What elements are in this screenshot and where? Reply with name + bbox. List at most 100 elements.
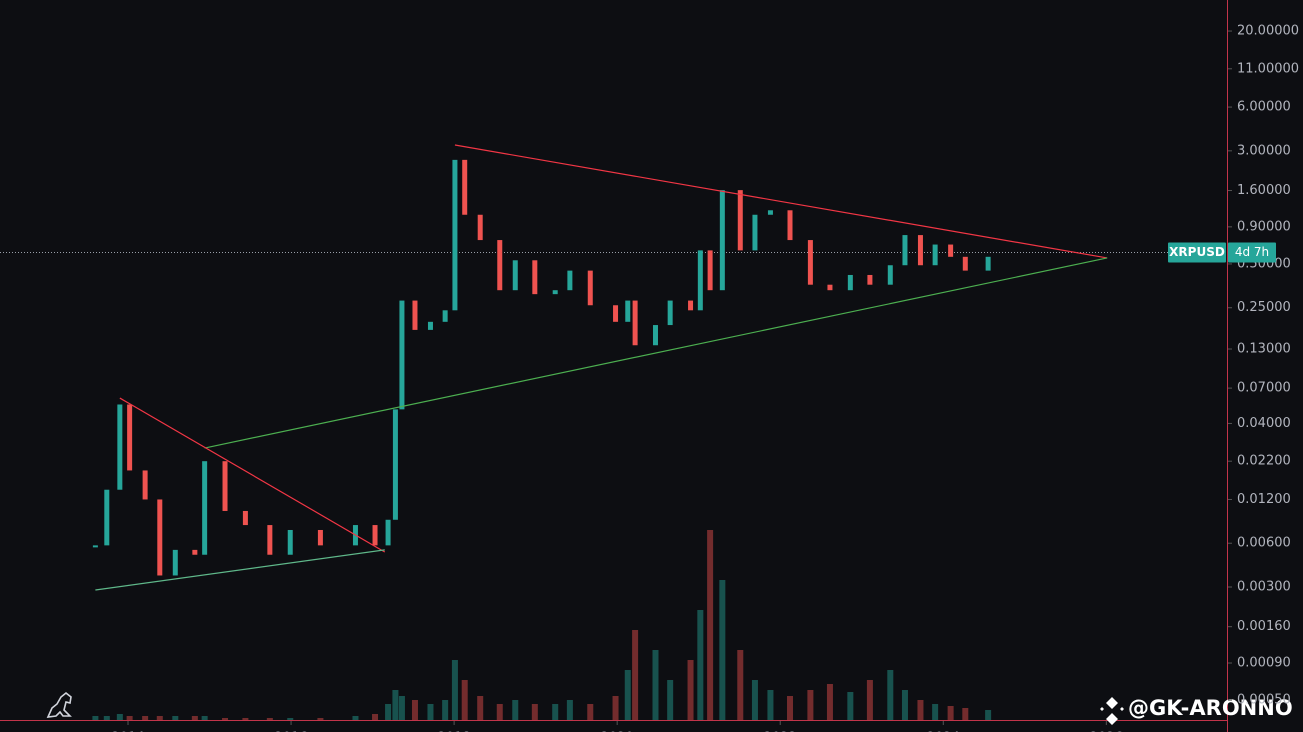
volume-bar <box>512 700 519 720</box>
volume-bar <box>787 696 794 720</box>
volume-bar <box>687 660 694 720</box>
y-tick-label: 1.60000 <box>1237 183 1291 198</box>
candle <box>787 210 793 241</box>
volume-bar <box>411 700 418 720</box>
volume-bar <box>612 696 619 720</box>
trendline <box>204 257 1108 449</box>
volume-bar <box>266 718 273 720</box>
volume-bar <box>887 670 894 720</box>
candle <box>948 244 954 257</box>
candle <box>985 256 991 271</box>
candle <box>917 235 923 266</box>
y-tick-label: 20.00000 <box>1237 24 1299 39</box>
symbol-label: XRPUSD <box>1169 245 1225 259</box>
candle <box>847 274 853 291</box>
trendline <box>95 549 385 591</box>
candle <box>497 240 503 291</box>
volume-bar <box>587 704 594 720</box>
volume-bar <box>826 684 833 720</box>
y-tick-label: 0.90000 <box>1237 219 1291 234</box>
volume-bar <box>719 580 726 720</box>
candle <box>697 250 703 311</box>
volume-bar <box>126 716 133 720</box>
y-tick-label: 0.02200 <box>1237 454 1291 469</box>
candle <box>707 250 713 291</box>
x-tick-label: 2020 <box>601 731 634 732</box>
volume-bar <box>807 690 814 720</box>
candle <box>427 321 433 330</box>
candle <box>962 256 968 271</box>
candle <box>807 240 813 285</box>
volume-bar <box>385 704 392 720</box>
y-tick-label: 0.00160 <box>1237 619 1291 634</box>
trendline <box>454 144 1108 259</box>
y-tick-label: 6.00000 <box>1237 100 1291 115</box>
volume-bar <box>392 690 399 720</box>
volume-bar <box>191 716 198 720</box>
candle <box>477 214 483 241</box>
volume-bar <box>461 680 468 720</box>
candle <box>385 519 391 546</box>
candle <box>127 404 133 471</box>
plot-area <box>0 144 1227 720</box>
candle <box>392 409 398 520</box>
volume-bar <box>451 660 458 720</box>
volume-bar <box>932 704 939 720</box>
candle <box>372 525 378 546</box>
y-tick-label: 11.00000 <box>1237 61 1299 76</box>
volume-bar <box>287 718 294 720</box>
volume-bar <box>142 716 149 720</box>
volume-bar <box>116 714 123 720</box>
volume-bar <box>624 670 631 720</box>
candle <box>287 529 293 555</box>
candle <box>157 499 163 576</box>
candle <box>767 210 773 215</box>
candle <box>192 549 198 555</box>
volume-bar <box>242 718 249 720</box>
candle <box>512 260 518 291</box>
volume-bar <box>552 704 559 720</box>
countdown-badge <box>1228 242 1276 263</box>
volume-bar <box>632 630 639 720</box>
candle <box>92 545 98 548</box>
candle <box>452 159 458 311</box>
volume-bar <box>317 718 324 720</box>
volume-bar <box>767 690 774 720</box>
candle <box>462 159 468 215</box>
candle <box>613 305 619 322</box>
y-tick-label: 0.13000 <box>1237 342 1291 357</box>
volume-bar <box>847 692 854 720</box>
volume-bar <box>751 680 758 720</box>
volume-bar <box>156 716 163 720</box>
watermark-text: @GK-ARONNO <box>1128 696 1293 720</box>
y-tick-label: 0.01200 <box>1237 492 1291 507</box>
volume-bar <box>707 530 714 720</box>
volume-bar <box>442 700 449 720</box>
symbol-badge <box>1168 242 1226 263</box>
x-tick-label: 2014 <box>111 731 144 732</box>
candle <box>222 461 228 511</box>
volume-bar <box>531 704 538 720</box>
countdown-label: 4d 7h <box>1235 245 1269 259</box>
volume-bar <box>103 716 110 720</box>
volume-bar <box>172 716 179 720</box>
volume-bar <box>201 716 208 720</box>
y-tick-label: 0.25000 <box>1237 300 1291 315</box>
volume-bar <box>947 706 954 720</box>
volume-bar <box>477 696 484 720</box>
candle <box>752 214 758 251</box>
candle <box>202 461 208 555</box>
x-tick-label: 2018 <box>438 731 471 732</box>
candle <box>117 404 123 490</box>
y-tick-label: 0.07000 <box>1237 381 1291 396</box>
candle <box>867 274 873 285</box>
y-tick-label: 3.00000 <box>1237 143 1291 158</box>
volume-bar <box>962 708 969 720</box>
volume-bar <box>92 716 99 720</box>
x-tick-label: 2016 <box>275 731 308 732</box>
candle <box>719 190 725 291</box>
candle <box>172 549 178 576</box>
candle <box>267 525 273 555</box>
